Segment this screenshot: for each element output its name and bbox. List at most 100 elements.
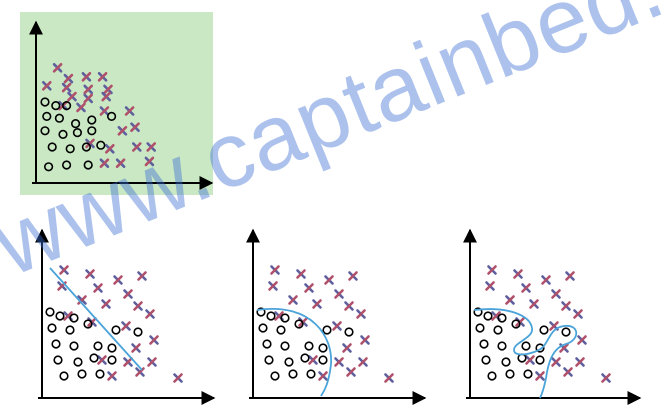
cross-marker <box>360 335 370 345</box>
panel-underfit <box>35 228 216 405</box>
circle-marker <box>61 100 72 111</box>
cross-stroke-b <box>146 142 156 152</box>
circle-marker <box>306 369 316 379</box>
circle-marker <box>266 311 276 321</box>
cross-stroke-b <box>360 335 370 345</box>
cross-stroke-b <box>101 91 111 102</box>
cross-stroke-b <box>103 84 113 95</box>
circle-marker <box>322 325 332 335</box>
cross-stroke-b <box>308 355 318 365</box>
cross-stroke-b <box>133 301 143 311</box>
cross-stroke-b <box>356 309 366 319</box>
cross-stroke-b <box>521 283 531 293</box>
cross-marker <box>332 321 342 331</box>
cross-marker <box>85 269 95 279</box>
cross-stroke-b <box>601 373 611 383</box>
circle-marker <box>47 323 57 333</box>
cross-stroke-b <box>549 321 559 331</box>
cross-marker <box>288 295 298 305</box>
cross-marker <box>173 373 183 383</box>
cross-stroke-b <box>63 311 73 321</box>
cross-marker <box>101 91 111 102</box>
cross-marker <box>541 275 551 285</box>
circle-marker <box>535 343 545 353</box>
cross-stroke-b <box>561 301 571 311</box>
panel-overfit <box>463 228 642 405</box>
cross-marker <box>130 122 140 132</box>
circle-marker <box>288 369 298 379</box>
cross-stroke-b <box>505 295 515 305</box>
cross-stroke-b <box>99 106 110 116</box>
cross-marker <box>268 281 278 291</box>
cross-marker <box>67 91 77 102</box>
circle-marker <box>280 313 290 323</box>
circle-marker <box>59 371 69 381</box>
cross-marker <box>601 373 611 383</box>
cross-stroke-b <box>334 289 344 299</box>
circle-marker <box>81 142 91 152</box>
circle-marker <box>318 355 328 365</box>
circle-marker <box>54 113 65 123</box>
cross-marker <box>97 355 107 365</box>
cross-marker <box>105 144 115 154</box>
cross-marker <box>99 106 110 116</box>
cross-marker <box>85 138 95 149</box>
cross-marker <box>147 357 157 367</box>
cross-marker <box>59 265 69 275</box>
cross-stroke-b <box>42 81 52 91</box>
cross-marker <box>123 289 133 299</box>
cross-marker <box>312 299 322 309</box>
cross-stroke-b <box>288 295 298 305</box>
cross-marker <box>77 295 87 305</box>
cross-marker <box>344 301 354 311</box>
cross-stroke-b <box>312 299 322 309</box>
cross-marker <box>61 82 72 93</box>
circle-marker <box>493 325 503 335</box>
circle-marker <box>83 160 93 170</box>
cross-marker <box>63 73 74 84</box>
cross-stroke-b <box>132 142 142 152</box>
cross-stroke-b <box>59 265 69 275</box>
cross-marker <box>124 106 135 116</box>
cross-stroke-b <box>274 311 284 321</box>
cross-marker <box>334 357 344 367</box>
cross-marker <box>115 158 126 168</box>
cross-stroke-b <box>137 271 147 281</box>
cross-marker <box>304 283 314 293</box>
cross-marker <box>113 275 123 285</box>
cross-stroke-b <box>85 269 95 279</box>
circle-marker <box>42 111 52 121</box>
cross-stroke-b <box>332 321 342 331</box>
cross-stroke-b <box>130 122 140 132</box>
circle-marker <box>111 325 121 335</box>
circle-marker <box>93 341 103 351</box>
cross-stroke-b <box>513 269 523 279</box>
cross-stroke-b <box>529 299 539 309</box>
circle-marker <box>51 100 61 111</box>
cross-stroke-b <box>485 281 495 291</box>
circle-marker <box>561 327 571 337</box>
circle-marker <box>65 325 75 335</box>
cross-stroke-b <box>559 343 569 353</box>
cross-stroke-b <box>83 84 93 95</box>
circle-marker <box>77 369 87 379</box>
cross-stroke-b <box>123 357 133 367</box>
cross-stroke-b <box>270 265 280 275</box>
cross-stroke-b <box>563 367 573 377</box>
circle-marker <box>51 339 61 349</box>
cross-stroke-b <box>577 335 587 345</box>
cross-stroke-b <box>67 91 77 102</box>
circle-marker <box>475 323 485 333</box>
panel-good-fit <box>246 228 427 405</box>
cross-marker <box>575 357 585 367</box>
cross-stroke-b <box>83 93 93 104</box>
cross-marker <box>107 371 117 381</box>
cross-stroke-b <box>334 357 344 367</box>
circle-marker <box>300 353 310 363</box>
cross-marker <box>529 299 539 309</box>
circle-marker <box>40 126 50 136</box>
cross-stroke-b <box>97 355 107 365</box>
cross-marker <box>97 72 108 82</box>
circle-marker <box>69 341 79 351</box>
cross-stroke-b <box>101 299 111 309</box>
